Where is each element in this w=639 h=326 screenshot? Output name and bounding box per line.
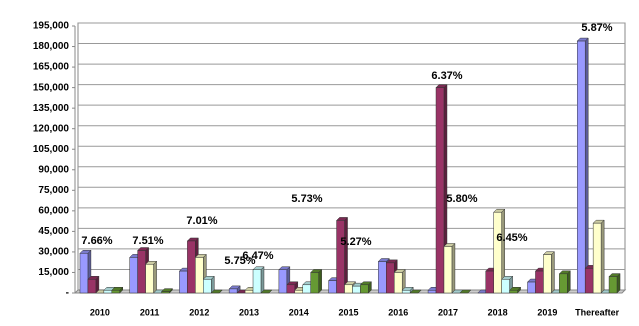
bar bbox=[378, 261, 387, 294]
x-tick-label: 2018 bbox=[488, 307, 508, 317]
bar bbox=[493, 211, 502, 294]
bar bbox=[294, 290, 304, 294]
bar-side bbox=[616, 272, 621, 294]
bar bbox=[543, 254, 552, 294]
bar bbox=[129, 257, 138, 294]
bar bbox=[179, 270, 188, 294]
bar bbox=[401, 290, 411, 294]
bar bbox=[360, 284, 369, 294]
bar bbox=[393, 272, 403, 294]
x-tick-label: Thereafter bbox=[575, 307, 620, 317]
bar bbox=[278, 269, 288, 294]
x-tick-label: 2016 bbox=[388, 307, 408, 317]
y-tick-label: 60,000 bbox=[38, 205, 69, 216]
x-tick-label: 2015 bbox=[338, 307, 358, 317]
bar-side bbox=[584, 37, 589, 294]
bar bbox=[576, 40, 586, 294]
bar bbox=[103, 290, 113, 294]
bar bbox=[79, 253, 89, 294]
bar bbox=[608, 276, 618, 294]
bar bbox=[328, 280, 337, 294]
bar bbox=[352, 285, 361, 294]
x-tick-label: 2011 bbox=[140, 307, 160, 317]
annotation: 5.80% bbox=[446, 193, 477, 205]
bar bbox=[145, 263, 154, 294]
bar bbox=[535, 270, 544, 294]
bar bbox=[187, 240, 196, 294]
bar bbox=[336, 220, 345, 294]
annotation: 5.73% bbox=[291, 193, 322, 205]
x-tick-label: 2014 bbox=[289, 307, 309, 317]
y-tick-label: 75,000 bbox=[38, 185, 69, 196]
bar bbox=[344, 284, 353, 294]
bar bbox=[302, 284, 311, 294]
bar bbox=[443, 246, 453, 294]
annotation: 6.45% bbox=[496, 232, 527, 244]
bar-side bbox=[567, 270, 571, 294]
y-tick-label: 180,000 bbox=[33, 41, 70, 52]
annotation: 5.87% bbox=[581, 22, 612, 34]
bar bbox=[87, 279, 97, 294]
bar-side bbox=[600, 219, 605, 294]
annotation: 6.47% bbox=[242, 250, 273, 262]
bar bbox=[592, 222, 602, 294]
bar bbox=[252, 269, 262, 294]
annotation: 5.27% bbox=[340, 236, 371, 248]
bar bbox=[286, 284, 296, 294]
bar-top bbox=[459, 289, 472, 294]
y-tick-label: 45,000 bbox=[38, 226, 69, 237]
y-tick-label: 30,000 bbox=[38, 247, 69, 258]
y-tick-label: 120,000 bbox=[33, 123, 70, 134]
x-tick-label: 2017 bbox=[438, 307, 458, 317]
bar bbox=[386, 262, 395, 294]
annotation: 7.01% bbox=[186, 215, 217, 227]
y-tick-label: 150,000 bbox=[33, 82, 70, 93]
bar-side bbox=[344, 216, 348, 294]
x-tick-label: 2010 bbox=[90, 307, 110, 317]
bar-side bbox=[318, 268, 322, 294]
x-tick-label: 2013 bbox=[239, 307, 259, 317]
annotation: 6.37% bbox=[431, 70, 462, 82]
bar-side bbox=[260, 266, 265, 294]
bar bbox=[161, 291, 170, 294]
bar bbox=[509, 290, 518, 294]
y-tick-label: 135,000 bbox=[33, 103, 70, 114]
bar-side bbox=[451, 242, 456, 294]
bar bbox=[244, 290, 254, 294]
y-tick-label: - bbox=[66, 288, 69, 299]
bar bbox=[203, 279, 212, 294]
bar bbox=[527, 281, 536, 294]
x-tick-label: 2012 bbox=[189, 307, 209, 317]
bar bbox=[435, 87, 445, 294]
y-tick-label: 90,000 bbox=[38, 164, 69, 175]
back-wall bbox=[77, 22, 626, 291]
bar bbox=[501, 279, 510, 294]
y-tick-label: 105,000 bbox=[33, 144, 70, 155]
bar-top bbox=[409, 289, 422, 294]
bar bbox=[228, 288, 238, 294]
bar-side bbox=[153, 260, 157, 294]
bar bbox=[137, 250, 146, 294]
bar-side bbox=[551, 251, 555, 294]
bar bbox=[427, 290, 437, 294]
y-tick-label: 165,000 bbox=[33, 62, 70, 73]
bar bbox=[485, 270, 494, 294]
bar bbox=[584, 268, 594, 294]
y-tick-label: 195,000 bbox=[33, 21, 70, 32]
annotation: 5.75% bbox=[224, 255, 255, 267]
bar-top bbox=[260, 289, 273, 294]
bar bbox=[310, 272, 319, 294]
annotation: 7.66% bbox=[81, 235, 112, 247]
annotation: 7.51% bbox=[132, 235, 163, 247]
y-tick-label: 15,000 bbox=[38, 267, 69, 278]
bar bbox=[195, 257, 204, 294]
bar bbox=[559, 273, 568, 294]
bar bbox=[111, 290, 121, 294]
x-tick-label: 2019 bbox=[537, 307, 557, 317]
bar-top bbox=[210, 289, 223, 294]
